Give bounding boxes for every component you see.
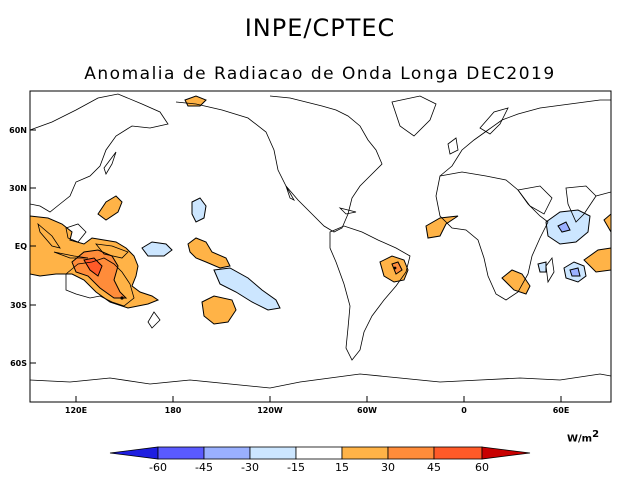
- colorbar-bin-pos30: [387, 446, 435, 460]
- colorbar-label-pos60: 60: [475, 461, 489, 474]
- colorbar-bin-zero: [295, 446, 343, 460]
- anomaly-south-pacific-positive: [201, 295, 237, 325]
- lon-label-180: 180: [165, 406, 182, 415]
- coast-baja: [285, 185, 296, 201]
- coast-japan: [103, 151, 117, 175]
- colorbar-bin-neg30: [203, 446, 251, 460]
- lon-ticks: [75, 396, 562, 402]
- colorbar-bin-pos15: [341, 446, 389, 460]
- anomaly-east-africa-negative-core: [557, 221, 571, 233]
- coast-south-america: [329, 225, 411, 361]
- anomaly-brazil-core: [391, 261, 403, 275]
- coast-india: [565, 185, 597, 223]
- coast-greenland: [391, 95, 437, 137]
- anomaly-spcz-negative: [213, 267, 281, 311]
- units-exponent: 2: [592, 429, 600, 440]
- lon-label-0: 0: [461, 406, 467, 415]
- lon-label-60w: 60W: [357, 406, 377, 415]
- coast-sumatra: [37, 222, 61, 249]
- colorbar-arrow-right: [481, 446, 531, 460]
- colorbar-bin-pos45: [433, 446, 483, 460]
- colorbar: -60 -45 -30 -15 15 30 45 60: [109, 446, 531, 474]
- coast-borneo: [65, 223, 87, 243]
- units-text: W/m: [567, 433, 593, 445]
- coastlines: [30, 93, 611, 389]
- anomaly-pacific-negative-west: [141, 241, 173, 257]
- coast-scandinavia: [479, 107, 509, 135]
- institution-title: INPE/CPTEC: [244, 14, 396, 42]
- anomaly-indian-positive-east: [583, 247, 611, 273]
- colorbar-bin-neg45: [157, 446, 205, 460]
- anomaly-philippines-positive: [97, 195, 123, 221]
- anomaly-pacific-negative-north: [191, 197, 207, 223]
- anomaly-fills: [30, 95, 611, 325]
- colorbar-units: W/m2: [567, 429, 599, 444]
- colorbar-label-pos30: 30: [381, 461, 395, 474]
- coast-asia-east: [595, 191, 611, 197]
- coast-madagascar: [545, 256, 555, 284]
- coast-africa: [435, 171, 549, 301]
- anomaly-madagascar-negative-core: [569, 267, 581, 277]
- lat-ticks: [30, 129, 36, 364]
- colorbar-arrow-left: [109, 446, 159, 460]
- colorbar-bin-neg15: [249, 446, 297, 460]
- lat-label-30s: 30S: [10, 301, 27, 310]
- map-frame: [29, 90, 612, 403]
- coast-cuba: [338, 207, 357, 215]
- anomaly-central-pacific-positive: [187, 237, 231, 269]
- anomaly-southern-africa-positive: [501, 269, 531, 295]
- lat-label-eq: EQ: [15, 242, 27, 251]
- coast-antarctica: [30, 373, 611, 389]
- marker-brazil: [393, 266, 397, 270]
- lon-label-120w: 120W: [257, 406, 283, 415]
- coast-eurasia: [30, 93, 169, 213]
- colorbar-label-pos15: 15: [335, 461, 349, 474]
- coast-new-guinea: [95, 243, 129, 259]
- colorbar-label-neg45: -45: [195, 461, 213, 474]
- coast-australia: [65, 257, 135, 307]
- colorbar-label-neg15: -15: [287, 461, 305, 474]
- colorbar-label-neg30: -30: [241, 461, 259, 474]
- lon-label-60e: 60E: [553, 406, 570, 415]
- colorbar-label-pos45: 45: [427, 461, 441, 474]
- lon-label-120e: 120E: [65, 406, 87, 415]
- coast-arabia: [517, 185, 553, 215]
- coast-uk: [447, 137, 459, 155]
- coast-java: [53, 251, 89, 259]
- anomaly-gulf-guinea-positive: [425, 215, 459, 239]
- anomaly-indian-positive-ne: [603, 213, 611, 233]
- lat-label-60s: 60S: [10, 359, 27, 368]
- coast-new-zealand: [147, 311, 161, 329]
- marker-australia: [120, 296, 124, 300]
- lat-label-60n: 60N: [9, 126, 27, 135]
- lat-label-30n: 30N: [9, 184, 27, 193]
- anomaly-mozambique-negative: [537, 261, 547, 273]
- map-title: Anomalia de Radiacao de Onda Longa DEC20…: [84, 64, 556, 84]
- colorbar-label-neg60: -60: [149, 461, 167, 474]
